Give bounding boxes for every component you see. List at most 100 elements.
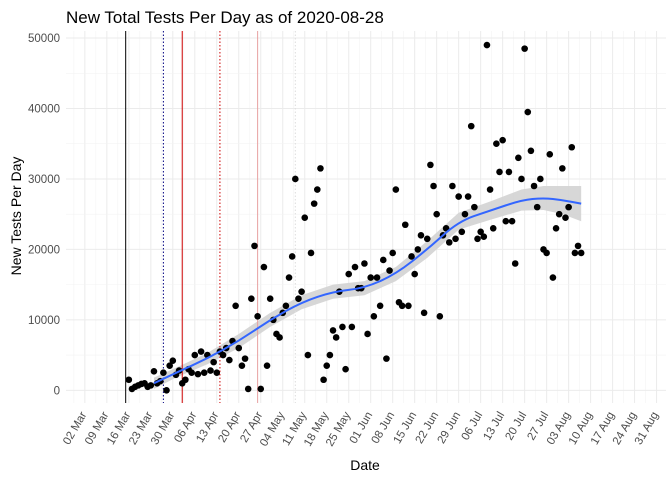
data-point xyxy=(169,357,177,365)
data-point xyxy=(515,154,522,162)
data-point xyxy=(445,239,453,246)
data-point xyxy=(471,203,478,211)
data-point xyxy=(248,295,255,303)
data-point xyxy=(379,256,387,264)
data-point xyxy=(367,274,375,281)
y-tick-label: 50000 xyxy=(28,33,60,45)
data-point xyxy=(295,295,302,303)
data-point xyxy=(527,147,535,155)
data-point xyxy=(298,288,305,295)
data-point xyxy=(414,246,422,253)
data-point xyxy=(417,232,425,239)
data-point xyxy=(486,186,494,193)
data-point xyxy=(499,136,506,144)
data-point xyxy=(518,175,525,183)
data-point xyxy=(147,382,155,389)
data-point xyxy=(163,387,170,394)
data-point xyxy=(361,260,368,267)
data-point xyxy=(254,313,261,320)
data-point xyxy=(555,210,563,218)
data-point xyxy=(282,302,290,310)
data-point xyxy=(537,175,544,183)
data-point xyxy=(364,330,371,338)
data-point xyxy=(310,200,318,207)
data-point xyxy=(276,334,283,341)
data-point xyxy=(232,302,239,310)
chart-title: New Total Tests Per Day as of 2020-08-28 xyxy=(66,8,384,27)
data-point xyxy=(288,253,296,260)
data-point xyxy=(474,235,481,243)
data-point xyxy=(320,376,327,384)
data-point xyxy=(285,274,293,281)
data-point xyxy=(449,182,456,190)
data-point xyxy=(200,369,208,377)
data-point xyxy=(392,186,400,193)
data-point xyxy=(430,182,437,190)
y-tick-label: 30000 xyxy=(28,174,60,186)
smooth-band-layer xyxy=(153,186,582,389)
data-point xyxy=(552,224,560,232)
point-layer xyxy=(125,41,585,394)
data-point xyxy=(549,274,557,281)
data-point xyxy=(496,168,503,176)
data-point xyxy=(329,327,337,334)
data-point xyxy=(257,385,265,393)
data-point xyxy=(411,270,418,278)
data-point xyxy=(505,168,513,176)
data-point xyxy=(317,165,324,172)
data-point xyxy=(207,367,214,374)
data-point xyxy=(458,228,466,236)
data-point xyxy=(188,369,195,377)
data-point xyxy=(166,362,173,369)
data-point xyxy=(210,358,217,366)
y-tick-label: 0 xyxy=(54,385,60,397)
data-point xyxy=(266,295,274,303)
smooth-line-layer xyxy=(153,197,582,385)
data-point xyxy=(226,356,233,364)
data-point xyxy=(326,351,334,359)
data-point xyxy=(493,140,500,148)
data-point xyxy=(427,161,434,169)
data-point xyxy=(150,367,158,375)
data-point xyxy=(521,45,528,52)
data-point xyxy=(260,263,268,271)
data-point xyxy=(351,263,359,271)
data-point xyxy=(408,253,415,260)
data-point xyxy=(342,365,349,373)
y-axis-title: New Tests Per Day xyxy=(8,157,24,276)
data-point xyxy=(574,242,582,250)
data-point xyxy=(263,362,271,369)
data-point xyxy=(191,351,199,359)
data-point xyxy=(565,203,572,211)
data-point xyxy=(292,175,299,183)
data-point xyxy=(423,235,431,243)
data-point xyxy=(511,260,519,267)
confidence-band xyxy=(153,186,582,389)
data-point xyxy=(244,385,252,393)
data-point xyxy=(194,370,202,378)
data-point xyxy=(477,228,484,236)
data-point xyxy=(348,323,356,331)
y-tick-label: 20000 xyxy=(28,244,60,256)
data-point xyxy=(524,108,532,116)
data-point xyxy=(339,323,346,331)
data-point xyxy=(401,221,409,229)
data-point xyxy=(376,302,384,310)
data-point xyxy=(301,214,309,222)
data-point xyxy=(373,274,381,281)
data-point xyxy=(442,224,450,232)
data-point xyxy=(241,355,249,362)
data-point xyxy=(314,186,321,193)
data-point xyxy=(433,210,440,218)
data-point xyxy=(219,351,227,359)
data-point xyxy=(577,249,585,257)
data-point xyxy=(197,348,205,355)
data-point xyxy=(370,313,378,320)
data-point xyxy=(383,355,390,362)
data-point xyxy=(436,313,444,320)
data-point xyxy=(546,150,554,158)
grid-layer xyxy=(66,31,666,403)
data-point xyxy=(405,302,412,310)
